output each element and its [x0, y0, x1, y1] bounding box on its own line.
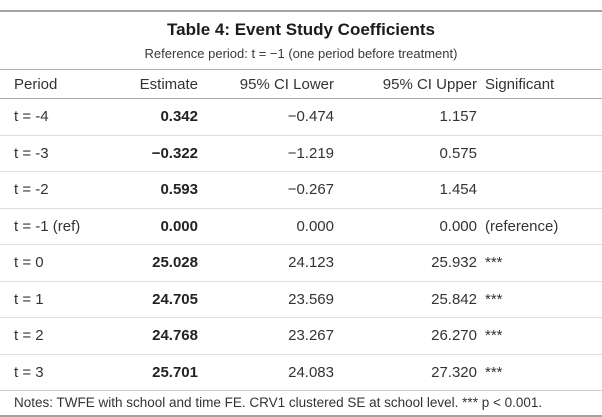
ci-lower-cell: 23.569: [198, 281, 334, 318]
ci-lower-cell: 24.083: [198, 354, 334, 391]
significant-cell: ***: [477, 281, 602, 318]
ci-lower-cell: −0.267: [198, 171, 334, 209]
table-notes: Notes: TWFE with school and time FE. CRV…: [14, 395, 543, 410]
table-row: t = -1 (ref) 0.000 0.000 0.000 (referenc…: [0, 208, 602, 245]
estimate-cell: 0.342: [110, 98, 198, 136]
estimate-cell: 0.000: [110, 208, 198, 245]
column-header-ci-upper: 95% CI Upper: [334, 69, 477, 99]
significant-cell: ***: [477, 244, 602, 282]
ci-lower-cell: 24.123: [198, 244, 334, 282]
ci-lower-cell: −0.474: [198, 98, 334, 136]
ci-upper-cell: 0.000: [334, 208, 477, 245]
significant-cell: [477, 98, 602, 136]
ci-upper-cell: 1.157: [334, 98, 477, 136]
estimate-cell: 25.701: [110, 354, 198, 391]
column-header-significant: Significant: [477, 69, 602, 99]
period-cell: t = 2: [0, 317, 110, 355]
ci-upper-cell: 1.454: [334, 171, 477, 209]
significant-cell: (reference): [477, 208, 602, 245]
period-cell: t = 0: [0, 244, 110, 282]
table-row: t = -4 0.342 −0.474 1.157: [0, 98, 602, 136]
period-cell: t = -3: [0, 135, 110, 172]
event-study-table-card: Table 4: Event Study Coefficients Refere…: [0, 10, 602, 417]
significant-cell: ***: [477, 317, 602, 355]
ci-lower-cell: −1.219: [198, 135, 334, 172]
table-row: t = 1 24.705 23.569 25.842 ***: [0, 281, 602, 318]
period-cell: t = 3: [0, 354, 110, 391]
ci-upper-cell: 27.320: [334, 354, 477, 391]
table-title: Table 4: Event Study Coefficients: [167, 20, 435, 39]
table-row: t = -2 0.593 −0.267 1.454: [0, 171, 602, 209]
period-cell: t = 1: [0, 281, 110, 318]
significant-cell: ***: [477, 354, 602, 391]
estimate-cell: 24.705: [110, 281, 198, 318]
table-row: t = 0 25.028 24.123 25.932 ***: [0, 244, 602, 282]
ci-upper-cell: 0.575: [334, 135, 477, 172]
column-header-estimate: Estimate: [110, 69, 198, 99]
header-row: Period Estimate 95% CI Lower 95% CI Uppe…: [0, 69, 602, 99]
period-cell: t = -1 (ref): [0, 208, 110, 245]
table-row: t = 3 25.701 24.083 27.320 ***: [0, 354, 602, 391]
ci-upper-cell: 25.932: [334, 244, 477, 282]
ci-upper-cell: 26.270: [334, 317, 477, 355]
significant-cell: [477, 171, 602, 209]
estimate-cell: −0.322: [110, 135, 198, 172]
table-row: t = 2 24.768 23.267 26.270 ***: [0, 317, 602, 355]
period-cell: t = -2: [0, 171, 110, 209]
estimate-cell: 25.028: [110, 244, 198, 282]
table-subtitle: Reference period: t = −1 (one period bef…: [144, 46, 458, 61]
ci-lower-cell: 23.267: [198, 317, 334, 355]
ci-upper-cell: 25.842: [334, 281, 477, 318]
significant-cell: [477, 135, 602, 172]
table-row: t = -3 −0.322 −1.219 0.575: [0, 135, 602, 172]
ci-lower-cell: 0.000: [198, 208, 334, 245]
estimate-cell: 0.593: [110, 171, 198, 209]
estimate-cell: 24.768: [110, 317, 198, 355]
period-cell: t = -4: [0, 98, 110, 136]
column-header-ci-lower: 95% CI Lower: [198, 69, 334, 99]
event-study-table: Period Estimate 95% CI Lower 95% CI Uppe…: [0, 69, 602, 391]
column-header-period: Period: [0, 69, 110, 99]
